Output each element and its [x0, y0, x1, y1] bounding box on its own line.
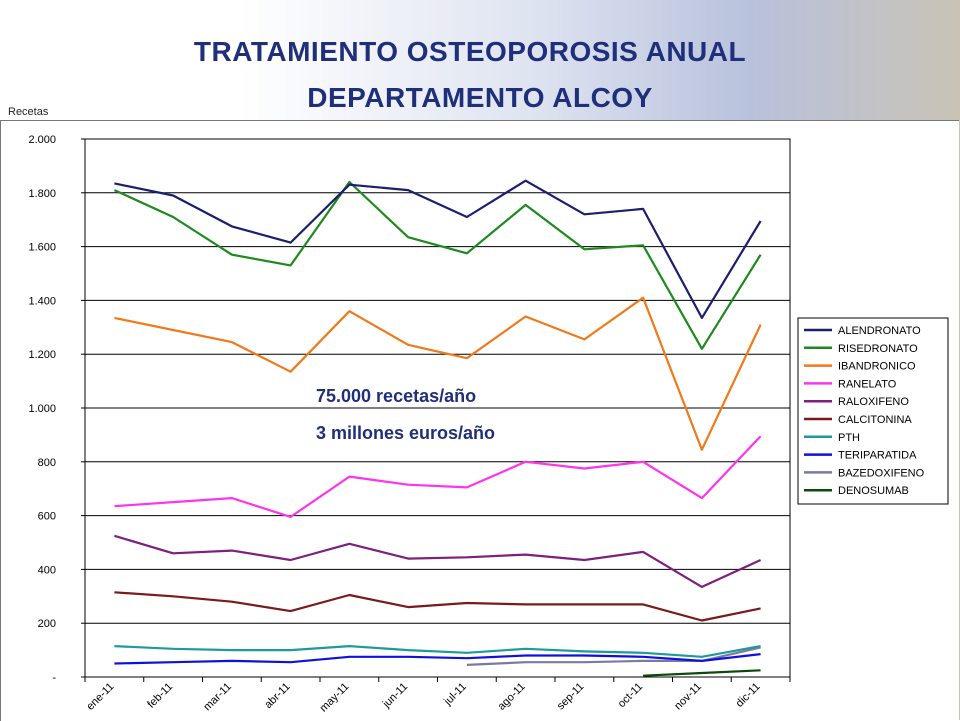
series-line-alendronato: [114, 179, 762, 319]
series-line-teriparatida: [114, 653, 761, 665]
gridlines: [84, 138, 791, 678]
series-line-ibandronico: [114, 296, 762, 451]
y-tick-label: 1.400: [28, 295, 56, 307]
y-tick-label: 1.000: [28, 403, 56, 415]
legend-label: TERIPARATIDA: [838, 450, 917, 462]
x-tick-label: sep-11: [555, 681, 587, 713]
y-tick-label: 800: [38, 457, 56, 469]
legend-label: RALOXIFENO: [838, 396, 909, 408]
series-line-raloxifeno: [114, 534, 762, 588]
y-tick-label: 1.800: [28, 188, 56, 200]
legend-label: BAZEDOXIFENO: [838, 467, 925, 479]
x-tick-label: jun-11: [380, 681, 410, 711]
x-tick-label: ene-11: [84, 681, 116, 713]
x-tick-label: abr-11: [262, 681, 292, 711]
y-tick-label: 200: [38, 618, 56, 630]
page-title: TRATAMIENTO OSTEOPOROSIS ANUAL: [193, 36, 747, 67]
x-tick-label: dic-11: [734, 681, 763, 710]
legend-label: DENOSUMAB: [838, 485, 909, 497]
annotation-recetas: 75.000 recetas/año: [316, 386, 476, 406]
series-line-calcitonina: [114, 591, 761, 622]
legend-label: ALENDRONATO: [838, 325, 921, 337]
legend-label: RANELATO: [838, 378, 897, 390]
annotation-euros: 3 millones euros/año: [316, 423, 495, 443]
legend-label: IBANDRONICO: [838, 361, 916, 373]
y-tick-label: 400: [38, 564, 56, 576]
x-tick-label: jul-11: [441, 681, 469, 709]
series-line-risedronato: [113, 180, 762, 350]
page-subtitle: DEPARTAMENTO ALCOY: [307, 82, 653, 113]
series-line-denosumab: [643, 669, 761, 677]
x-tick-label: mar-11: [201, 681, 234, 714]
y-axis-label: Recetas: [8, 106, 49, 118]
series-line-pth: [114, 645, 761, 658]
y-tick-label: 1.200: [28, 349, 56, 361]
x-tick-label: may-11: [318, 681, 352, 715]
legend-label: CALCITONINA: [838, 414, 912, 426]
legend-label: RISEDRONATO: [838, 343, 918, 355]
legend-label: PTH: [838, 432, 860, 444]
y-tick-label: -: [52, 672, 56, 684]
annotations: 75.000 recetas/año 3 millones euros/año: [316, 386, 495, 443]
series-line-bazedoxifeno: [466, 646, 761, 666]
x-tick-label: oct-11: [616, 681, 646, 711]
x-tick-label: nov-11: [672, 681, 704, 713]
y-tick-label: 600: [38, 511, 56, 523]
series-lines: [113, 179, 762, 677]
y-tick-label: 2.000: [28, 134, 56, 146]
legend: ALENDRONATO RISEDRONATO IBANDRONICO RANELAT…: [797, 317, 949, 505]
axes: [81, 138, 791, 682]
x-tick-label: feb-11: [145, 681, 175, 711]
x-tick-label: ago-11: [496, 681, 528, 713]
y-tick-label: 1.600: [28, 242, 56, 254]
series-line-ranelato: [114, 435, 762, 518]
